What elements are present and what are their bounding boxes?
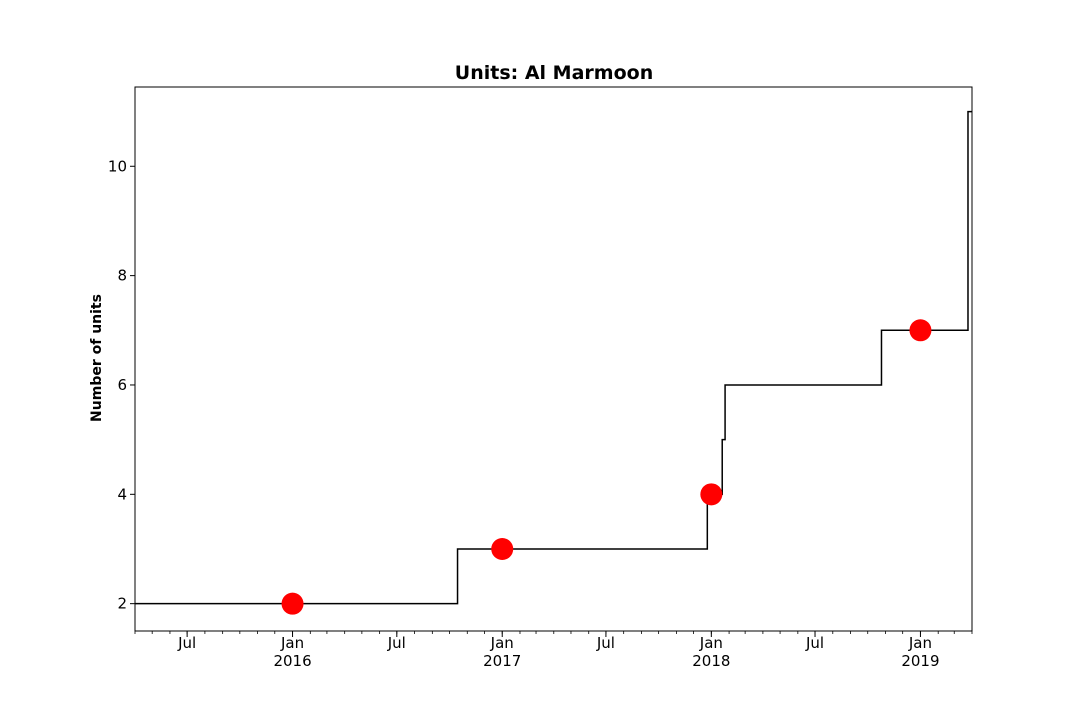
data-point-marker <box>909 319 932 342</box>
x-tick-label: Jan <box>490 634 514 652</box>
x-tick-label: Jan <box>280 634 304 652</box>
x-tick-label: Jul <box>596 634 615 652</box>
x-tick-label: Jan <box>908 634 932 652</box>
data-point-marker <box>491 537 514 560</box>
x-tick-label: Jul <box>177 634 196 652</box>
y-tick-label: 6 <box>117 376 127 394</box>
x-tick-label: Jul <box>387 634 406 652</box>
y-tick-label: 8 <box>117 267 127 285</box>
units-step-line <box>135 110 972 605</box>
x-tick-year-label: 2016 <box>273 652 311 670</box>
chart-title: Units: Al Marmoon <box>455 62 653 84</box>
y-tick-label: 10 <box>108 157 127 175</box>
x-tick-year-label: 2019 <box>901 652 939 670</box>
data-point-marker <box>700 483 723 506</box>
x-tick-year-label: 2017 <box>483 652 521 670</box>
x-tick-year-label: 2018 <box>692 652 730 670</box>
y-tick-label: 2 <box>117 595 127 613</box>
x-tick-label: Jan <box>699 634 723 652</box>
y-axis-label: Number of units <box>89 294 105 422</box>
data-point-marker <box>281 592 304 615</box>
x-tick-label: Jul <box>805 634 824 652</box>
y-tick-label: 4 <box>117 485 127 503</box>
